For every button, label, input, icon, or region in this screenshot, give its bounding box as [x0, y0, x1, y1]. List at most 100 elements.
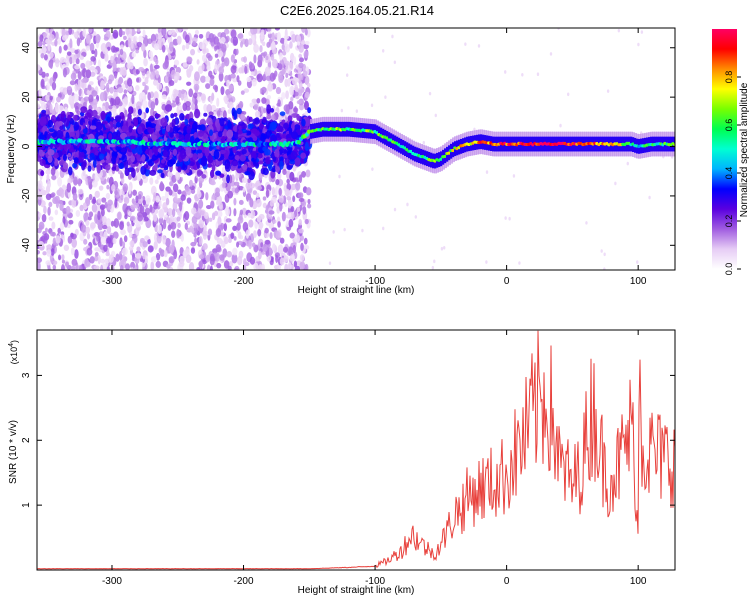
- spectrogram-noise-blob: [298, 43, 305, 53]
- spectrogram-noise-blob: [278, 187, 282, 196]
- spectrogram-noise-blob: [241, 207, 247, 216]
- spectrogram-noise-blob: [258, 221, 264, 229]
- spectrogram-noise-blob: [153, 56, 157, 62]
- spectrogram-noise-blob: [144, 235, 150, 241]
- spectrogram-band-blob: [121, 154, 127, 163]
- spectrogram-noise-blob: [277, 63, 283, 71]
- spectrogram-noise-blob: [213, 174, 218, 180]
- spectrogram-noise-blob: [52, 260, 58, 266]
- spectrogram-noise-blob: [269, 232, 273, 240]
- spectrogram-noise-blob: [103, 244, 108, 252]
- spectrogram-noise-blob: [111, 45, 116, 53]
- spectrogram-noise-blob: [194, 71, 200, 82]
- spectrogram-noise-blob: [292, 195, 296, 203]
- spectrogram-band-blob: [272, 156, 277, 162]
- spectrogram-noise-blob: [88, 81, 94, 86]
- spectrogram-noise-blob: [120, 229, 126, 236]
- spectrogram-band-blob: [145, 107, 150, 114]
- spectrogram-noise-blob: [74, 228, 79, 236]
- spectrogram-noise-blob: [256, 98, 261, 104]
- spectrogram-band-blob: [244, 171, 251, 176]
- spectrogram-noise-blob: [111, 184, 116, 192]
- spectrogram-noise-blob: [504, 70, 507, 74]
- spectrogram-noise-blob: [51, 231, 56, 237]
- spectrogram-noise-blob: [237, 231, 242, 239]
- spectrogram-noise-blob: [203, 103, 208, 113]
- spectrogram-noise-blob: [275, 230, 281, 241]
- spectrogram-noise-blob: [225, 207, 230, 217]
- spectrogram-noise-blob: [146, 70, 151, 79]
- spectrogram-noise-blob: [142, 211, 148, 218]
- spectrogram-noise-blob: [233, 236, 237, 241]
- spectrogram-noise-blob: [221, 181, 226, 189]
- spectrogram-noise-blob: [304, 263, 309, 270]
- spectrogram-noise-blob: [304, 91, 310, 99]
- spectrogram-noise-blob: [182, 28, 189, 31]
- spectrogram-noise-blob: [85, 45, 90, 51]
- spectrogram-noise-blob: [272, 219, 277, 224]
- spectrogram-noise-blob: [153, 91, 159, 101]
- spectrogram-band-blob: [128, 106, 134, 115]
- spectrogram-band-blob: [68, 166, 73, 176]
- spectrogram-noise-blob: [219, 50, 224, 58]
- spectrogram-noise-blob: [100, 258, 106, 264]
- spectrogram-noise-blob: [304, 218, 309, 225]
- spectrogram-noise-blob: [559, 123, 562, 128]
- spectrogram-noise-blob: [227, 265, 232, 270]
- spectrogram-noise-blob: [185, 254, 192, 264]
- spectrogram-noise-blob: [108, 176, 114, 187]
- spectrogram-noise-blob: [296, 206, 301, 213]
- spectrogram-marks: [37, 28, 675, 270]
- spectrogram-noise-blob: [188, 88, 194, 98]
- spectrogram-noise-blob: [549, 52, 553, 56]
- spectrogram-band-blob: [114, 115, 122, 121]
- spectrogram-noise-blob: [518, 261, 521, 265]
- spectrogram-noise-blob: [57, 254, 62, 261]
- spectrogram-noise-blob: [157, 224, 162, 235]
- spectrogram-noise-blob: [132, 189, 138, 196]
- spectrogram-noise-blob: [302, 43, 309, 50]
- spectrogram-noise-blob: [262, 196, 267, 201]
- spectrogram-noise-blob: [422, 140, 426, 145]
- spectrogram-noise-blob: [258, 172, 263, 181]
- spectrogram-noise-blob: [142, 199, 146, 206]
- spectrogram-noise-blob: [222, 110, 227, 120]
- spectrogram-noise-blob: [85, 69, 92, 79]
- spectrogram-noise-blob: [150, 101, 156, 110]
- spectrogram-noise-blob: [45, 94, 50, 102]
- spectrogram-noise-blob: [49, 103, 53, 114]
- spectrogram-band-blob: [257, 160, 264, 165]
- spectrogram-band-blob: [265, 120, 270, 130]
- spectrogram-noise-blob: [277, 244, 284, 255]
- spectrogram-noise-blob: [169, 180, 174, 187]
- spectrogram-noise-blob: [214, 53, 219, 58]
- spectrogram-noise-blob: [159, 181, 164, 191]
- spectrogram-band-blob: [136, 144, 143, 155]
- spectrogram-noise-blob: [209, 265, 213, 270]
- spectrogram-noise-blob: [108, 254, 114, 263]
- spectrogram-noise-blob: [296, 41, 301, 46]
- spectrogram-noise-blob: [240, 90, 245, 95]
- spectrogram-band-blob: [185, 146, 192, 157]
- spectrogram-noise-blob: [66, 86, 72, 91]
- spectrogram-noise-blob: [66, 182, 72, 193]
- spectrogram-noise-blob: [69, 80, 76, 86]
- spectrogram-noise-blob: [54, 39, 58, 47]
- spectrogram-noise-blob: [114, 189, 118, 196]
- spectrogram-band-blob: [72, 114, 78, 121]
- spectrogram-noise-blob: [100, 264, 104, 270]
- spectrogram-band-blob: [184, 118, 189, 126]
- spectrogram-noise-blob: [130, 267, 134, 270]
- spectrogram-noise-blob: [144, 195, 151, 205]
- spectrogram-band-blob: [254, 117, 260, 125]
- spectrogram-noise-blob: [89, 256, 95, 264]
- spectrogram-noise-blob: [178, 28, 182, 33]
- spectrogram-noise-blob: [131, 52, 137, 58]
- spectrogram-noise-blob: [198, 235, 203, 246]
- spectrogram-noise-blob: [59, 201, 64, 211]
- spectrogram-noise-blob: [170, 102, 177, 108]
- spectrogram-noise-blob: [266, 255, 272, 262]
- spectrogram-noise-blob: [86, 89, 93, 96]
- spectrogram-noise-blob: [75, 105, 79, 114]
- spectrogram-noise-blob: [86, 233, 91, 240]
